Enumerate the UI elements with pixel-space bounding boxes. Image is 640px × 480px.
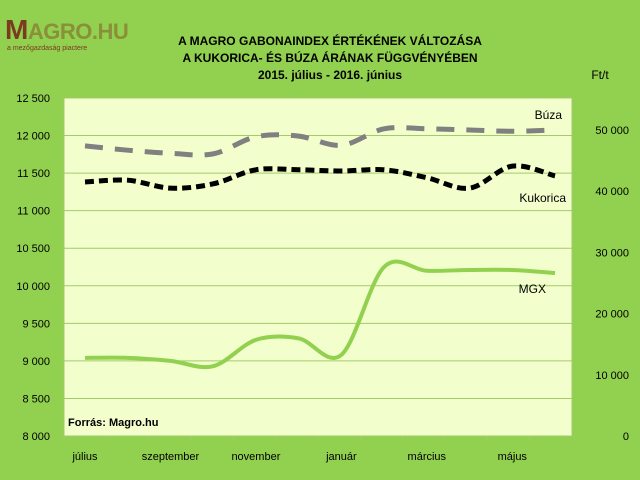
y-left-tick-label: 12 000 — [16, 131, 50, 143]
logo-brand: MAGRO.HU — [5, 14, 129, 45]
plot-area — [63, 97, 573, 437]
legend-buza: Búza — [535, 108, 563, 122]
x-tick-label: március — [408, 451, 447, 463]
series-line-búza — [84, 125, 556, 158]
legend-kukorica: Kukorica — [519, 191, 566, 205]
magro-logo: MAGRO.HU a mezőgazdaság piactere — [5, 8, 129, 53]
y-right-tick-label: 50 000 — [595, 125, 629, 137]
y-right-axis-label: Ft/t — [591, 68, 609, 82]
y-right-tick-label: 40 000 — [595, 186, 629, 198]
y-right-tick-label: 30 000 — [595, 247, 629, 259]
y-left-tick-label: 9 500 — [22, 318, 50, 330]
y-left-tick-label: 8 500 — [22, 393, 50, 405]
x-tick-label: szeptember — [142, 451, 200, 463]
y-left-tick-label: 10 000 — [16, 281, 50, 293]
series-line-kukorica — [84, 163, 556, 191]
chart-title-line-2: A KUKORICA- ÉS BÚZA ÁRÁNAK FÜGGVÉNYÉBEN — [182, 51, 478, 65]
source-annotation: Forrás: Magro.hu — [68, 417, 158, 429]
x-tick-label: május — [498, 451, 528, 463]
y-left-tick-label: 8 000 — [22, 431, 50, 443]
x-tick-label: július — [71, 451, 98, 463]
x-tick-label: január — [325, 451, 357, 463]
y-right-tick-label: 10 000 — [595, 370, 629, 382]
series-line-mgx — [84, 259, 556, 369]
y-right-tick-label: 20 000 — [595, 309, 629, 321]
y-right-tick-label: 0 — [623, 431, 629, 443]
y-left-tick-label: 10 500 — [16, 243, 50, 255]
logo-tagline: a mezőgazdaság piactere — [7, 45, 88, 52]
y-left-tick-label: 12 500 — [16, 93, 50, 105]
legend-mgx: MGX — [519, 282, 546, 296]
y-left-tick-label: 11 500 — [17, 168, 50, 180]
chart-title-line-3: 2015. július - 2016. június — [257, 68, 403, 82]
y-left-tick-label: 11 000 — [17, 206, 50, 218]
y-left-tick-label: 9 000 — [22, 356, 50, 368]
chart-title-line-1: A MAGRO GABONAINDEX ÉRTÉKÉNEK VÁLTOZÁSA — [178, 34, 482, 48]
x-tick-label: november — [231, 451, 280, 463]
